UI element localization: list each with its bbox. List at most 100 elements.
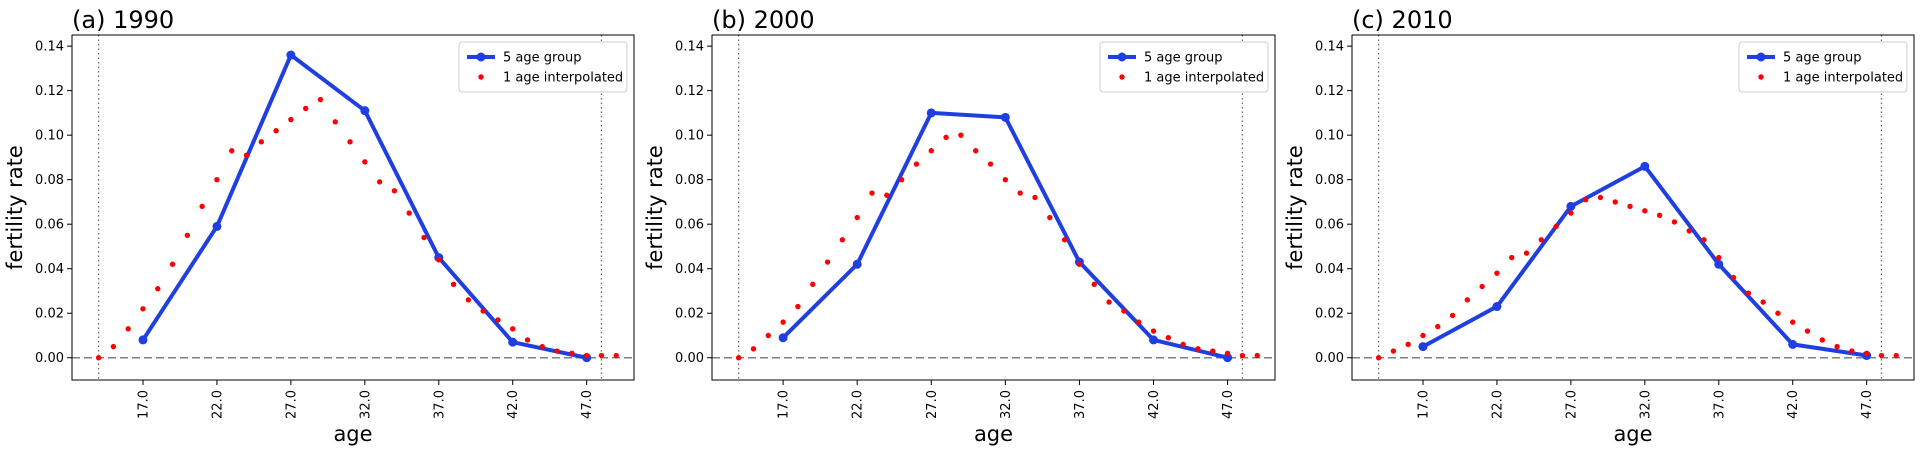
data-point-1-age-interpolated [1494,270,1500,276]
x-tick-label: 22.0 [851,390,866,419]
panel-title: (b) 2000 [712,6,815,34]
data-point-1-age-interpolated [510,326,516,332]
data-point-5-age-group [778,333,788,343]
data-point-1-age-interpolated [1834,343,1840,350]
data-point-1-age-interpolated [1538,237,1545,243]
data-point-1-age-interpolated [1375,355,1382,361]
y-tick-label: 0.10 [675,129,704,144]
legend-label: 5 age group [503,51,582,66]
data-point-1-age-interpolated [450,281,457,287]
data-point-1-age-interpolated [1790,319,1796,325]
y-tick-label: 0.04 [35,262,64,277]
x-axis-label: age [1613,422,1652,446]
data-point-1-age-interpolated [1642,208,1648,214]
data-point-1-age-interpolated [1047,214,1053,221]
data-point-1-age-interpolated [973,148,979,154]
data-point-1-age-interpolated [1032,194,1038,201]
data-point-5-age-group [1000,112,1010,122]
data-point-1-age-interpolated [376,179,383,185]
y-axis-label: fertility rate [1283,145,1307,270]
data-point-1-age-interpolated [1449,312,1456,319]
y-tick-label: 0.02 [1315,307,1344,322]
data-point-1-age-interpolated [943,134,949,141]
data-point-1-age-interpolated [1804,328,1811,334]
x-tick-label: 17.0 [777,390,792,419]
x-tick-label: 42.0 [1786,390,1801,419]
data-point-5-age-group [508,337,518,347]
x-tick-label: 47.0 [1221,390,1236,419]
data-point-1-age-interpolated [465,297,472,303]
data-point-1-age-interpolated [987,161,994,167]
y-tick-label: 0.08 [1315,173,1344,188]
data-point-1-age-interpolated [1671,219,1678,225]
x-tick-label: 37.0 [1073,390,1088,419]
data-point-1-age-interpolated [1597,194,1604,201]
data-point-1-age-interpolated [229,148,235,154]
data-point-1-age-interpolated [1612,199,1618,205]
data-point-1-age-interpolated [1819,337,1826,343]
data-point-1-age-interpolated [1479,283,1485,290]
data-point-1-age-interpolated [854,214,860,221]
data-point-1-age-interpolated [317,96,324,103]
data-point-1-age-interpolated [1849,348,1855,354]
data-point-1-age-interpolated [810,281,816,287]
x-tick-label: 32.0 [1638,390,1653,419]
y-tick-label: 0.08 [675,173,704,188]
data-point-1-age-interpolated [750,346,757,352]
data-point-1-age-interpolated [1135,319,1142,325]
data-point-1-age-interpolated [1180,341,1186,348]
data-point-1-age-interpolated [1239,352,1246,359]
data-point-1-age-interpolated [1656,212,1663,218]
chart-panel-3: (c) 2010 0.00 0.02 0.04 0.06 0.08 0.10 0.12 0.14… [1283,6,1915,446]
x-tick-label: 42.0 [1147,390,1162,419]
data-point-1-age-interpolated [1568,210,1574,216]
data-point-5-age-group [286,50,296,60]
legend-marker-swatch [1756,52,1766,62]
y-tick-label: 0.10 [35,129,64,144]
y-tick-label: 0.06 [675,218,704,233]
data-point-1-age-interpolated [1405,341,1411,348]
y-tick-label: 0.14 [675,40,704,55]
data-point-1-age-interpolated [583,352,590,359]
legend-dot-swatch [1119,74,1125,80]
chart-panel-1: (a) 1990 0.00 0.02 0.04 0.06 0.08 0.10 0.12 0.14… [3,6,635,446]
data-point-1-age-interpolated [199,203,205,210]
data-point-1-age-interpolated [436,257,442,263]
y-tick-label: 0.14 [1315,40,1344,55]
data-point-5-age-group [1640,161,1650,171]
data-point-1-age-interpolated [258,139,265,145]
data-point-1-age-interpolated [1716,254,1722,261]
y-tick-label: 0.04 [675,262,704,277]
data-point-1-age-interpolated [214,176,220,183]
data-point-1-age-interpolated [598,352,605,359]
legend-box [458,41,628,93]
y-tick-label: 0.04 [1315,262,1344,277]
x-tick-label: 27.0 [925,390,940,419]
panel-title: (c) 2010 [1352,6,1453,34]
data-point-1-age-interpolated [1254,352,1260,359]
legend-label: 1 age interpolated [503,71,623,86]
x-axis-label: age [974,422,1013,446]
data-point-5-age-group [1566,201,1576,211]
data-point-1-age-interpolated [1195,346,1201,352]
data-point-1-age-interpolated [884,192,890,198]
data-point-1-age-interpolated [1775,310,1781,316]
data-point-1-age-interpolated [347,139,353,145]
plot-frame [71,34,635,381]
legend-dot-swatch [1758,74,1764,80]
data-point-1-age-interpolated [824,259,831,265]
data-point-1-age-interpolated [1076,261,1083,267]
legend-label: 1 age interpolated [1783,71,1903,86]
data-point-1-age-interpolated [524,337,531,343]
x-tick-label: 17.0 [136,390,151,419]
x-tick-label: 37.0 [432,390,447,419]
data-point-1-age-interpolated [1150,328,1157,334]
data-point-1-age-interpolated [839,237,846,243]
data-point-1-age-interpolated [795,303,801,310]
y-tick-label: 0.06 [1315,218,1344,233]
data-point-1-age-interpolated [1061,237,1068,243]
data-point-1-age-interpolated [569,350,575,356]
data-point-5-age-group [1418,342,1428,352]
data-point-1-age-interpolated [1730,274,1737,281]
series-line-5-age-group [1422,164,1867,358]
